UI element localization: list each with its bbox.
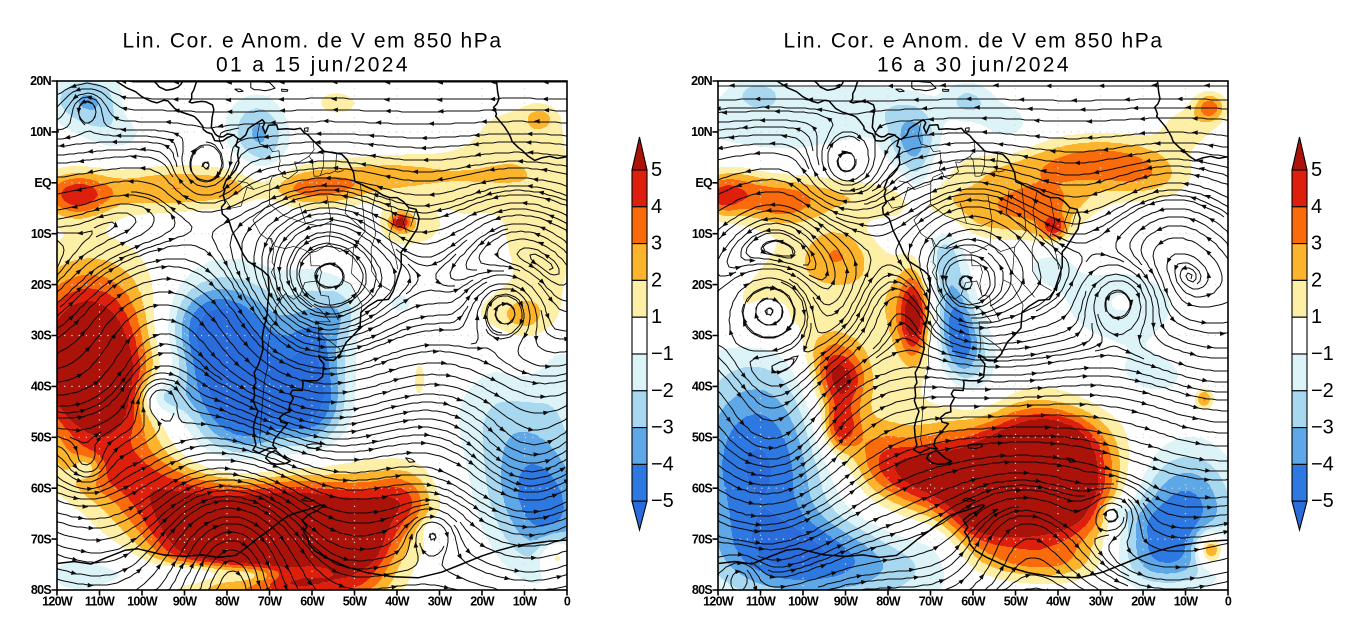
svg-text:20S: 20S [31, 278, 52, 292]
svg-text:50S: 50S [31, 431, 52, 445]
svg-text:Lin. Cor. e Anom. de V em 850: Lin. Cor. e Anom. de V em 850 hPa [123, 30, 502, 53]
svg-text:50W: 50W [343, 595, 368, 609]
svg-text:10S: 10S [692, 227, 713, 241]
svg-text:−5: −5 [651, 490, 674, 512]
svg-text:100W: 100W [788, 595, 819, 609]
svg-text:110W: 110W [85, 595, 115, 609]
svg-text:1: 1 [1311, 306, 1322, 328]
svg-text:3: 3 [1311, 233, 1322, 255]
svg-text:−1: −1 [651, 343, 674, 365]
svg-text:10W: 10W [513, 595, 538, 609]
svg-text:40W: 40W [1046, 595, 1071, 609]
svg-text:20W: 20W [1131, 595, 1156, 609]
svg-text:20S: 20S [692, 278, 713, 292]
svg-text:5: 5 [1311, 159, 1322, 181]
svg-text:90W: 90W [173, 595, 198, 609]
svg-text:90W: 90W [834, 595, 859, 609]
svg-text:120W: 120W [703, 595, 734, 609]
svg-text:−1: −1 [1311, 343, 1334, 365]
svg-text:30S: 30S [692, 329, 713, 343]
svg-text:−4: −4 [1311, 453, 1334, 475]
svg-text:50W: 50W [1004, 595, 1029, 609]
svg-text:60S: 60S [692, 481, 713, 495]
svg-text:40W: 40W [385, 595, 410, 609]
svg-text:10N: 10N [691, 125, 713, 139]
svg-text:16 a 30 jun/2024: 16 a 30 jun/2024 [877, 54, 1069, 77]
svg-text:70S: 70S [692, 532, 713, 546]
svg-text:40S: 40S [31, 380, 52, 394]
svg-text:70W: 70W [258, 595, 283, 609]
svg-text:30S: 30S [31, 329, 52, 343]
svg-text:40S: 40S [692, 380, 713, 394]
svg-text:60W: 60W [300, 595, 325, 609]
svg-text:EQ: EQ [34, 176, 52, 190]
svg-text:60S: 60S [31, 481, 52, 495]
svg-text:10N: 10N [30, 125, 52, 139]
svg-text:2: 2 [651, 269, 662, 291]
svg-text:4: 4 [1311, 196, 1322, 218]
svg-text:20N: 20N [691, 74, 713, 88]
svg-text:01 a 15 jun/2024: 01 a 15 jun/2024 [216, 54, 408, 77]
svg-text:70S: 70S [31, 532, 52, 546]
svg-text:0: 0 [564, 595, 571, 609]
svg-text:4: 4 [651, 196, 662, 218]
svg-text:−3: −3 [651, 417, 674, 439]
svg-text:−4: −4 [651, 453, 674, 475]
svg-text:110W: 110W [746, 595, 776, 609]
svg-text:EQ: EQ [695, 176, 713, 190]
svg-text:−2: −2 [1311, 380, 1334, 402]
svg-text:−3: −3 [1311, 417, 1334, 439]
svg-text:80W: 80W [215, 595, 240, 609]
svg-text:10S: 10S [31, 227, 52, 241]
svg-text:10W: 10W [1174, 595, 1199, 609]
svg-text:30W: 30W [428, 595, 453, 609]
svg-text:70W: 70W [919, 595, 944, 609]
svg-text:80W: 80W [876, 595, 901, 609]
svg-text:60W: 60W [961, 595, 986, 609]
svg-text:30W: 30W [1089, 595, 1114, 609]
svg-text:20N: 20N [30, 74, 52, 88]
svg-text:120W: 120W [42, 595, 73, 609]
svg-text:20W: 20W [470, 595, 495, 609]
svg-text:−5: −5 [1311, 490, 1334, 512]
svg-text:3: 3 [651, 233, 662, 255]
svg-text:80S: 80S [692, 583, 713, 597]
svg-text:50S: 50S [692, 431, 713, 445]
svg-text:1: 1 [651, 306, 662, 328]
svg-text:−2: −2 [651, 380, 674, 402]
svg-text:5: 5 [651, 159, 662, 181]
svg-text:Lin. Cor. e Anom. de V em 850: Lin. Cor. e Anom. de V em 850 hPa [784, 30, 1163, 53]
svg-text:100W: 100W [127, 595, 158, 609]
svg-text:2: 2 [1311, 269, 1322, 291]
svg-text:80S: 80S [31, 583, 52, 597]
svg-text:0: 0 [1225, 595, 1232, 609]
